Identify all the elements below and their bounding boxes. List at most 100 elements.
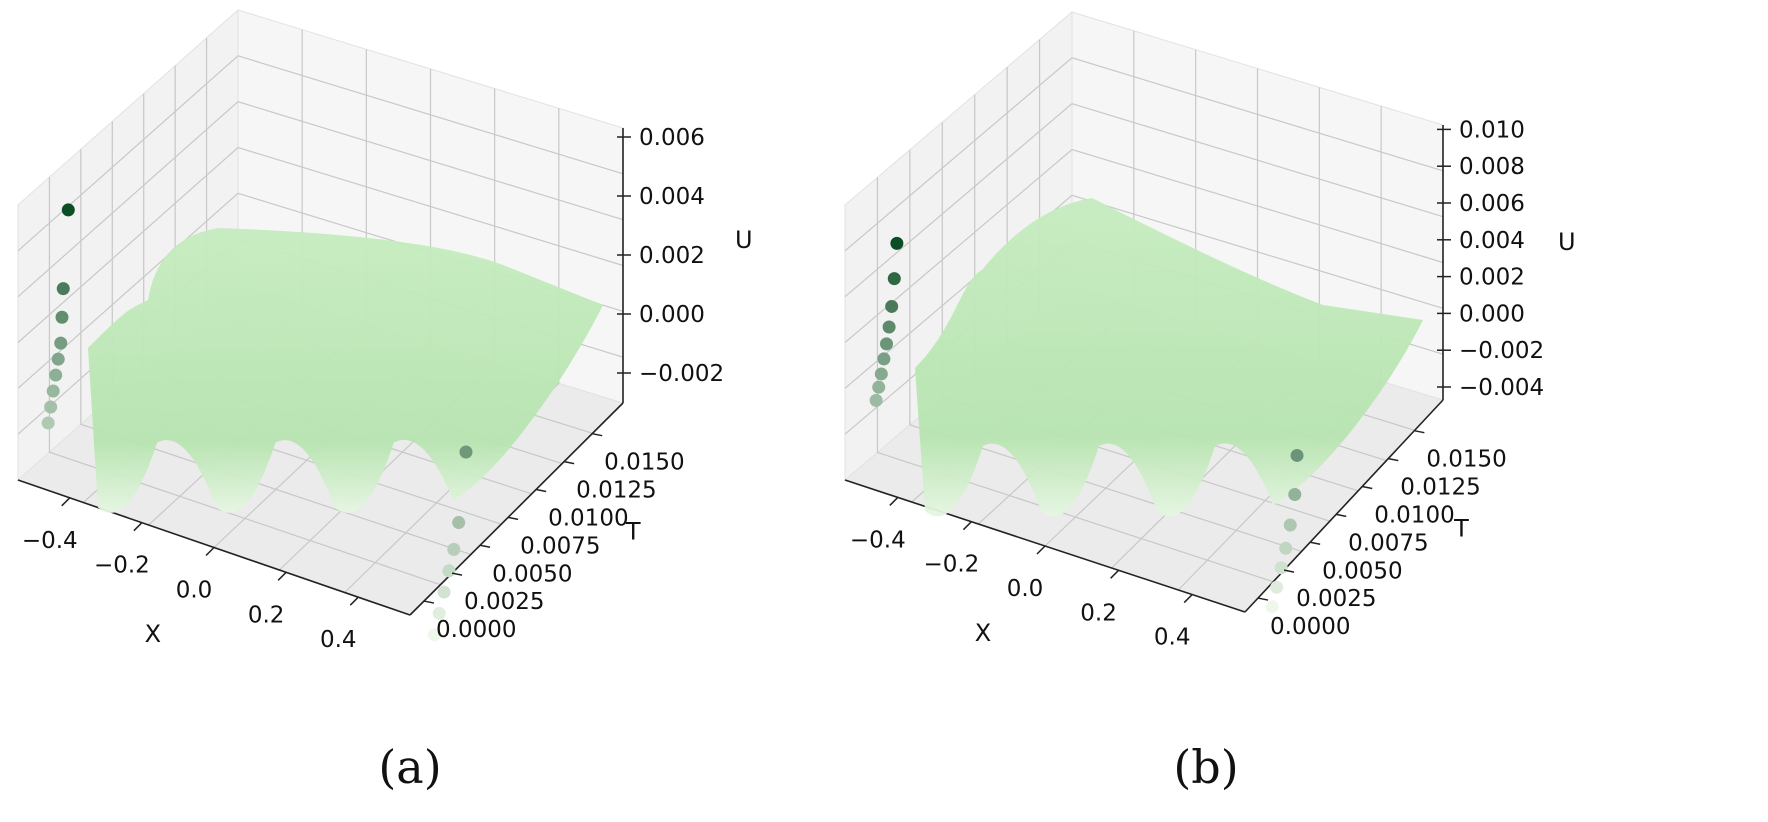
- data-point: [427, 628, 441, 642]
- data-point: [885, 299, 899, 313]
- surface-plot-a: −0.4 −0.2 0.0 0.2 0.4 0.00000.00250.00500.007…: [17, 8, 753, 653]
- x-tick-label: 0.2: [1080, 600, 1117, 626]
- surface-sheet: [915, 198, 1423, 517]
- u-tick-label: 0.000: [1459, 301, 1525, 327]
- data-point: [890, 236, 904, 250]
- surface-sheet: [88, 228, 603, 513]
- t-tick-mark: [1257, 597, 1269, 601]
- axis-labels: X T U: [145, 226, 753, 648]
- data-point: [61, 203, 75, 217]
- data-point: [432, 606, 446, 620]
- data-point: [452, 516, 466, 530]
- t-tick-label: 0.0025: [464, 589, 544, 615]
- u-tick-label: 0.002: [639, 243, 705, 269]
- data-point: [41, 416, 55, 430]
- x-tick-mark: [349, 596, 359, 606]
- u-tick-label: 0.002: [1459, 265, 1525, 291]
- t-tick-mark: [1362, 485, 1373, 490]
- x-tick-mark: [1183, 594, 1193, 604]
- chart-panel-a: −0.4 −0.2 0.0 0.2 0.4 0.0000 0.0025 0.0050 0.007…: [17, 8, 753, 794]
- panel-label-a: (a): [378, 740, 442, 794]
- t-tick-mark: [423, 600, 435, 604]
- x-tick-label: −0.2: [94, 553, 150, 579]
- chart-panel-b: −0.4 −0.2 0.0 0.2 0.4 0.0000 0.0025 0.0050 0.007…: [843, 0, 1768, 822]
- surface: [915, 198, 1423, 517]
- surface-plot-b: −0.4 −0.2 0.0 0.2 0.4 0.00000.00250.00500.007…: [843, 10, 1576, 651]
- data-point: [882, 320, 896, 334]
- z-gridline: [17, 55, 624, 252]
- x-tick-label: 0.4: [320, 627, 357, 653]
- tick-labels: −0.4 −0.2 0.0 0.2 0.4 0.00000.00250.00500.007…: [850, 117, 1544, 650]
- x-tick-label: 0.0: [176, 578, 213, 604]
- x-tick-mark: [889, 496, 899, 506]
- t-tick-mark: [592, 432, 603, 437]
- u-tick-label: 0.006: [1459, 191, 1525, 217]
- u-tick-label: 0.006: [639, 125, 705, 151]
- t-tick-label: 0.0000: [1270, 614, 1350, 640]
- boundary-points: [41, 203, 473, 642]
- x-tick-label: 0.0: [1007, 576, 1044, 602]
- t-tick-mark: [1336, 513, 1347, 518]
- t-tick-label: 0.0075: [520, 533, 600, 559]
- t-tick-label: 0.0025: [1296, 586, 1376, 612]
- data-point: [51, 352, 65, 366]
- t-tick-label: 0.0125: [576, 478, 656, 504]
- surface: [88, 228, 603, 513]
- t-tick-label: 0.0150: [1426, 447, 1506, 473]
- u-tick-label: 0.000: [639, 302, 705, 328]
- data-point: [55, 310, 69, 324]
- t-tick-mark: [479, 544, 491, 548]
- x-tick-mark: [133, 522, 143, 532]
- u-tick-label: −0.004: [1459, 375, 1544, 401]
- axis-labels: X T U: [975, 228, 1576, 647]
- x-tick-label: 0.2: [248, 602, 285, 628]
- data-point: [874, 367, 888, 381]
- data-point: [1274, 561, 1288, 575]
- t-tick-mark: [1388, 457, 1399, 462]
- data-point: [872, 380, 886, 394]
- t-axis-label: T: [625, 518, 641, 546]
- data-point: [1288, 488, 1302, 502]
- t-tick-mark: [535, 488, 547, 493]
- t-tick-label: 0.0100: [1374, 502, 1454, 528]
- u-axis-label: U: [735, 226, 753, 254]
- t-tick-label: 0.0050: [492, 561, 572, 587]
- t-axis-line: [409, 402, 624, 616]
- data-point: [1283, 518, 1297, 532]
- data-point: [869, 393, 883, 407]
- data-point: [459, 445, 473, 459]
- x-tick-mark: [962, 521, 972, 531]
- data-point: [1270, 580, 1284, 594]
- t-axis-label: T: [1453, 515, 1469, 543]
- data-point: [1265, 600, 1279, 614]
- u-tick-label: −0.002: [1459, 338, 1544, 364]
- x-tick-label: −0.4: [22, 528, 78, 554]
- x-tick-label: −0.2: [923, 552, 979, 578]
- x-tick-mark: [61, 497, 71, 507]
- x-axis-label: X: [975, 619, 991, 647]
- data-point: [46, 384, 60, 398]
- tick-labels: −0.4 −0.2 0.0 0.2 0.4 0.00000.00250.00500.007…: [22, 125, 724, 653]
- t-tick-mark: [1283, 569, 1295, 573]
- data-point: [877, 352, 891, 366]
- t-tick-label: 0.0100: [548, 505, 628, 531]
- u-tick-label: −0.002: [639, 361, 724, 387]
- t-tick-label: 0.0125: [1400, 475, 1480, 501]
- x-axis-label: X: [145, 620, 161, 648]
- data-point: [442, 564, 456, 578]
- t-axis-line: [1244, 399, 1444, 613]
- z-gridline: [844, 102, 1444, 298]
- z-gridline: [844, 194, 1444, 389]
- z-gridline: [844, 148, 1444, 343]
- u-axis-label: U: [1558, 228, 1576, 256]
- data-point: [880, 337, 894, 351]
- u-tick-label: 0.004: [1459, 228, 1525, 254]
- t-tick-mark: [451, 572, 463, 576]
- data-point: [1290, 448, 1304, 462]
- t-tick-label: 0.0000: [436, 617, 516, 643]
- data-point: [54, 336, 68, 350]
- data-point: [437, 585, 451, 599]
- panel-label-b: (b): [1173, 740, 1239, 794]
- t-tick-mark: [507, 516, 519, 521]
- x-tick-label: −0.4: [850, 527, 906, 553]
